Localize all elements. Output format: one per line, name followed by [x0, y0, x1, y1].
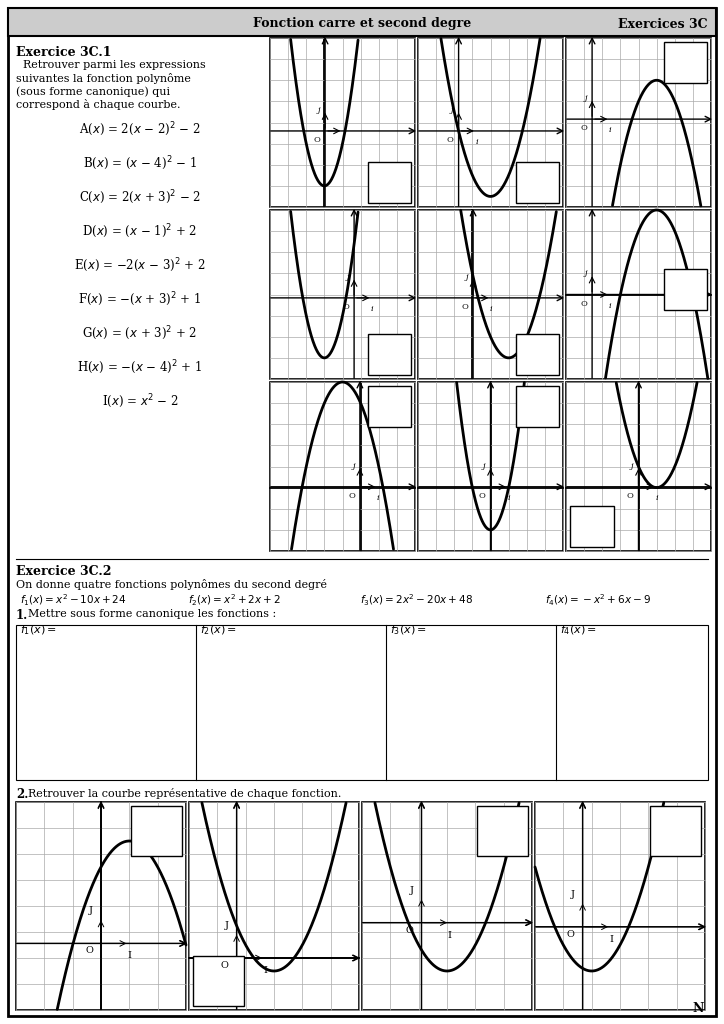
Text: j: j: [451, 105, 454, 114]
Bar: [8, 8, 716, 36]
Text: j: j: [584, 94, 587, 102]
Text: i: i: [371, 305, 374, 313]
Text: Exercice 3C.2: Exercice 3C.2: [16, 565, 111, 578]
Bar: [270, 382, 415, 551]
Bar: [270, 38, 415, 207]
Text: 1.: 1.: [16, 609, 28, 622]
Text: Fonction carre et second degre: Fonction carre et second degre: [253, 17, 471, 31]
Text: suivantes la fonction polynôme: suivantes la fonction polynôme: [16, 73, 191, 84]
Bar: [368, 386, 411, 427]
Text: j: j: [318, 105, 320, 114]
Text: G($x$) = ($x$ + 3)$^2$ + 2: G($x$) = ($x$ + 3)$^2$ + 2: [83, 324, 198, 342]
Text: correspond à chaque courbe.: correspond à chaque courbe.: [16, 99, 180, 110]
Text: Retrouver parmi les expressions: Retrouver parmi les expressions: [16, 60, 206, 70]
Text: J: J: [89, 906, 93, 915]
Text: I: I: [609, 935, 613, 944]
Text: N: N: [693, 1002, 704, 1015]
Bar: [515, 335, 559, 375]
Bar: [566, 382, 711, 551]
Text: I($x$) = $x^2$ $-$ 2: I($x$) = $x^2$ $-$ 2: [101, 392, 178, 410]
Text: $f_1(x) = x^2 - 10x + 24$: $f_1(x) = x^2 - 10x + 24$: [20, 593, 127, 608]
Text: I: I: [127, 951, 131, 961]
Bar: [418, 210, 563, 379]
Text: $f_3(x) =$: $f_3(x) =$: [390, 623, 426, 637]
Text: j: j: [483, 462, 486, 470]
Bar: [515, 163, 559, 203]
Text: Exercice 3C.1: Exercice 3C.1: [16, 46, 111, 59]
Text: H($x$) = $-$($x$ $-$ 4)$^2$ + 1: H($x$) = $-$($x$ $-$ 4)$^2$ + 1: [77, 358, 203, 376]
Bar: [535, 802, 705, 1010]
Text: O: O: [580, 299, 587, 307]
Text: O: O: [461, 303, 468, 311]
Text: $f_2(x) =$: $f_2(x) =$: [200, 623, 237, 637]
Text: j: j: [584, 269, 587, 278]
Text: i: i: [476, 138, 478, 146]
Text: O: O: [342, 303, 349, 311]
Text: O: O: [447, 136, 454, 144]
Bar: [16, 802, 186, 1010]
Text: O: O: [627, 492, 634, 500]
Bar: [663, 269, 707, 309]
Bar: [566, 38, 711, 207]
Text: $f_4(x) = -x^2 + 6x - 9$: $f_4(x) = -x^2 + 6x - 9$: [545, 593, 651, 608]
Text: O: O: [567, 930, 575, 939]
Bar: [566, 210, 711, 379]
Text: O: O: [479, 492, 486, 500]
Bar: [477, 806, 528, 856]
Bar: [368, 335, 411, 375]
Text: E($x$) = $-$2($x$ $-$ 3)$^2$ + 2: E($x$) = $-$2($x$ $-$ 3)$^2$ + 2: [75, 256, 206, 273]
Text: O: O: [221, 961, 229, 970]
Text: i: i: [508, 494, 510, 502]
Text: Mettre sous forme canonique les fonctions :: Mettre sous forme canonique les fonction…: [28, 609, 277, 618]
Text: i: i: [490, 305, 492, 313]
Bar: [650, 806, 701, 856]
Bar: [418, 38, 563, 207]
Bar: [418, 382, 563, 551]
Text: Retrouver la courbe représentative de chaque fonction.: Retrouver la courbe représentative de ch…: [28, 788, 342, 799]
Text: $f_4(x) =$: $f_4(x) =$: [560, 623, 597, 637]
Text: j: j: [466, 272, 468, 281]
Text: F($x$) = $-$($x$ + 3)$^2$ + 1: F($x$) = $-$($x$ + 3)$^2$ + 1: [78, 290, 201, 307]
Text: On donne quatre fonctions polynômes du second degré: On donne quatre fonctions polynômes du s…: [16, 579, 327, 590]
Text: O: O: [85, 946, 93, 955]
Bar: [193, 956, 244, 1006]
Text: 2.: 2.: [16, 788, 28, 801]
Text: D($x$) = ($x$ $-$ 1)$^2$ + 2: D($x$) = ($x$ $-$ 1)$^2$ + 2: [83, 222, 198, 240]
Text: $f_1(x) =$: $f_1(x) =$: [20, 623, 56, 637]
Text: i: i: [376, 494, 379, 502]
Text: C($x$) = 2($x$ + 3)$^2$ $-$ 2: C($x$) = 2($x$ + 3)$^2$ $-$ 2: [79, 188, 201, 206]
Text: j: j: [347, 272, 349, 281]
Bar: [189, 802, 359, 1010]
Bar: [663, 42, 707, 83]
Text: J: J: [224, 921, 229, 930]
Text: Exercices 3C: Exercices 3C: [618, 17, 708, 31]
Bar: [515, 386, 559, 427]
Text: B($x$) = ($x$ $-$ 4)$^2$ $-$ 1: B($x$) = ($x$ $-$ 4)$^2$ $-$ 1: [83, 154, 197, 172]
Text: i: i: [609, 126, 612, 134]
Text: j: j: [631, 462, 634, 470]
Text: i: i: [342, 138, 345, 146]
Text: (sous forme canonique) qui: (sous forme canonique) qui: [16, 86, 170, 96]
Bar: [362, 802, 532, 1010]
Bar: [270, 210, 415, 379]
Text: I: I: [448, 931, 452, 940]
Text: $f_3(x) = 2x^2 - 20x + 48$: $f_3(x) = 2x^2 - 20x + 48$: [360, 593, 473, 608]
Text: i: i: [655, 494, 658, 502]
Text: O: O: [405, 926, 413, 935]
Text: O: O: [313, 136, 320, 144]
Bar: [16, 625, 708, 780]
Text: j: j: [353, 462, 355, 470]
Text: I: I: [263, 966, 267, 975]
Text: A($x$) = 2($x$ $-$ 2)$^2$ $-$ 2: A($x$) = 2($x$ $-$ 2)$^2$ $-$ 2: [79, 120, 201, 137]
Text: J: J: [571, 890, 575, 899]
Bar: [368, 163, 411, 203]
Text: $f_2(x) = x^2 + 2x + 2$: $f_2(x) = x^2 + 2x + 2$: [188, 593, 281, 608]
Text: O: O: [580, 124, 587, 132]
Bar: [131, 806, 182, 856]
Text: J: J: [410, 886, 413, 895]
Text: O: O: [348, 492, 355, 500]
Bar: [570, 507, 613, 547]
Text: i: i: [609, 301, 612, 309]
